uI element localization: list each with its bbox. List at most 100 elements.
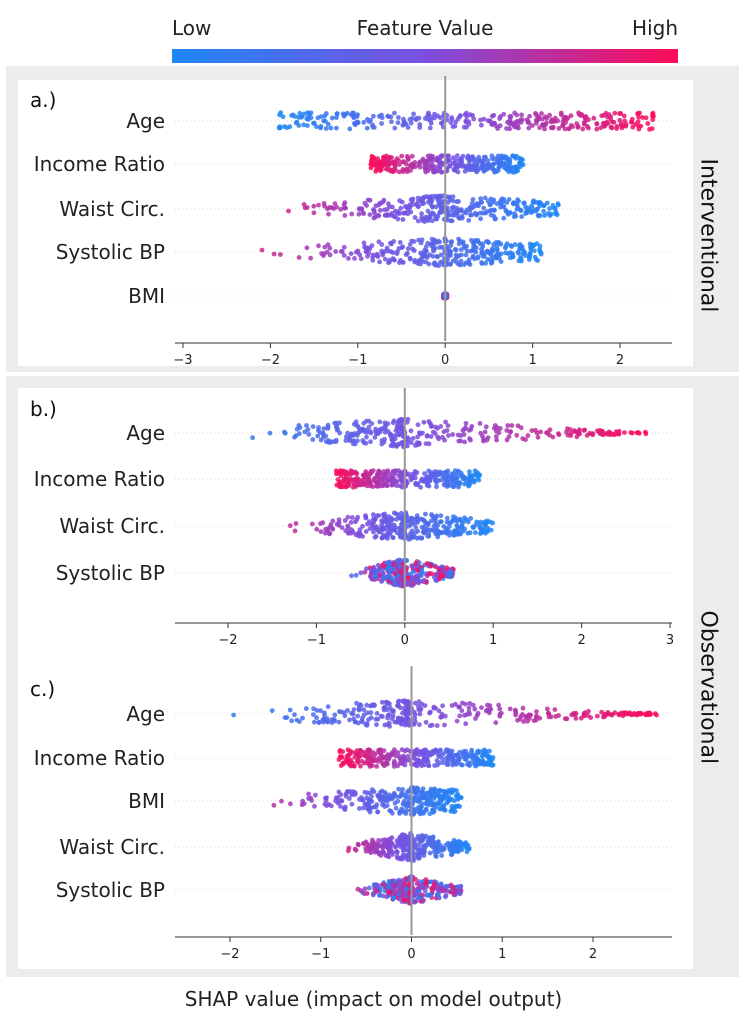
- shap-dot: [346, 845, 352, 851]
- shap-dot: [422, 471, 427, 476]
- shap-dot: [370, 155, 375, 161]
- shap-dot: [368, 162, 374, 167]
- shap-dot: [456, 438, 462, 444]
- shap-dot: [552, 206, 558, 211]
- shap-dot: [419, 524, 425, 530]
- shap-dot: [493, 434, 499, 439]
- shap-dot: [380, 882, 386, 887]
- shap-dot: [380, 714, 385, 719]
- shap-dot: [442, 807, 448, 813]
- shap-dot: [345, 747, 351, 753]
- shap-dot: [419, 567, 424, 573]
- shap-dot: [462, 439, 467, 445]
- shap-dot: [580, 126, 586, 132]
- shap-dot: [471, 525, 476, 531]
- shap-dot: [368, 165, 374, 171]
- shap-dot: [373, 716, 379, 722]
- shap-dot: [419, 211, 424, 217]
- shap-dot: [373, 161, 378, 167]
- shap-dot: [271, 251, 277, 257]
- shap-dot: [544, 200, 550, 206]
- shap-dot: [484, 527, 490, 533]
- shap-dot: [647, 126, 652, 132]
- shap-dot: [392, 747, 397, 753]
- shap-dot: [483, 424, 489, 430]
- shap-dot: [367, 806, 373, 812]
- shap-dot: [485, 118, 491, 124]
- shap-dot: [396, 115, 401, 120]
- shap-dot: [480, 241, 485, 247]
- shap-dot: [364, 483, 370, 489]
- shap-dot: [523, 204, 528, 210]
- shap-dot: [450, 754, 455, 760]
- shap-dot: [380, 519, 385, 525]
- shap-dot: [405, 246, 411, 252]
- shap-dot: [322, 113, 328, 119]
- feature-label: Waist Circ.: [59, 514, 165, 538]
- shap-dot: [398, 887, 403, 892]
- shap-dot: [548, 119, 554, 125]
- shap-dot: [385, 883, 390, 889]
- shap-dot: [365, 747, 371, 753]
- shap-dot: [461, 519, 466, 525]
- shap-dot: [467, 760, 472, 766]
- shap-dot: [311, 203, 317, 209]
- shap-dot: [415, 195, 421, 201]
- shap-dot: [361, 240, 367, 246]
- shap-dot: [462, 751, 468, 757]
- shap-dot: [506, 169, 512, 175]
- shap-dot: [398, 205, 404, 211]
- shap-dot: [421, 518, 427, 523]
- shap-dot: [433, 854, 439, 859]
- shap-dot: [431, 849, 437, 855]
- shap-dot: [391, 510, 397, 516]
- shap-dot: [438, 519, 443, 525]
- shap-dot: [525, 433, 531, 439]
- shap-dot: [621, 113, 627, 119]
- shap-dot: [464, 207, 470, 213]
- shap-dot: [507, 117, 513, 123]
- shap-dot: [617, 117, 623, 123]
- shap-dot: [440, 567, 446, 573]
- shap-dot: [445, 423, 451, 428]
- shap-dot: [330, 518, 336, 524]
- shap-dot: [282, 430, 288, 436]
- shap-dot: [478, 530, 484, 535]
- shap-dot: [440, 756, 445, 762]
- shap-dot: [282, 124, 287, 129]
- shap-dot: [432, 472, 438, 477]
- shap-dot: [462, 515, 467, 521]
- shap-dot: [371, 208, 377, 214]
- feature-label: Age: [126, 109, 165, 133]
- shap-dot: [413, 516, 419, 522]
- shap-dot: [550, 125, 555, 131]
- shap-dot: [533, 111, 538, 116]
- shap-dot: [601, 121, 606, 126]
- shap-dot: [377, 747, 383, 753]
- feature-dots: [231, 698, 659, 729]
- shap-dot: [417, 722, 422, 728]
- shap-dot: [560, 123, 565, 129]
- shap-dot: [488, 196, 494, 202]
- shap-dot: [427, 850, 433, 856]
- shap-dot: [612, 432, 617, 438]
- shap-dot: [390, 708, 396, 713]
- shap-dot: [397, 525, 402, 531]
- shap-dot: [392, 163, 398, 169]
- shap-dot: [461, 432, 467, 437]
- shap-dot: [443, 525, 449, 531]
- shap-dot: [447, 482, 453, 488]
- shap-dot: [475, 749, 480, 755]
- shap-dot: [377, 159, 382, 165]
- x-tick-label: 0: [401, 633, 409, 648]
- shap-dot: [306, 796, 311, 801]
- shap-dot: [358, 888, 363, 893]
- shap-dot: [312, 719, 317, 725]
- shap-dot: [470, 754, 476, 760]
- shap-dot: [496, 702, 501, 708]
- shap-dot: [366, 885, 372, 891]
- shap-dot: [349, 515, 355, 520]
- shap-dot: [479, 260, 484, 265]
- shap-dot: [506, 164, 512, 170]
- shap-dot: [317, 430, 323, 435]
